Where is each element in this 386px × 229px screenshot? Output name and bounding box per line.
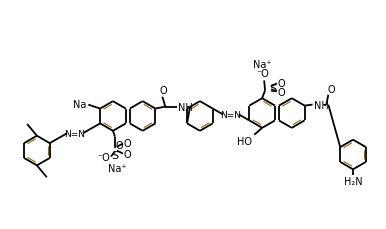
Text: NH: NH [178, 102, 193, 112]
Text: O: O [124, 149, 132, 159]
Text: NH: NH [313, 100, 328, 110]
Text: N=N: N=N [64, 129, 85, 138]
Text: N=N: N=N [220, 111, 242, 120]
Text: O: O [124, 138, 132, 148]
Text: S: S [112, 150, 119, 160]
Text: O: O [278, 88, 286, 98]
Text: O: O [159, 85, 167, 95]
Text: HO: HO [237, 136, 252, 146]
Text: H₂N: H₂N [344, 177, 362, 186]
Text: ⁻O: ⁻O [257, 69, 269, 79]
Text: O: O [327, 84, 335, 94]
Text: Na⁺: Na⁺ [253, 59, 271, 69]
Text: O: O [278, 79, 286, 89]
Text: O: O [116, 140, 124, 150]
Text: S: S [269, 84, 276, 94]
Text: Na⁺: Na⁺ [108, 164, 126, 174]
Text: Na: Na [73, 99, 86, 109]
Text: ⁻O: ⁻O [97, 153, 110, 163]
